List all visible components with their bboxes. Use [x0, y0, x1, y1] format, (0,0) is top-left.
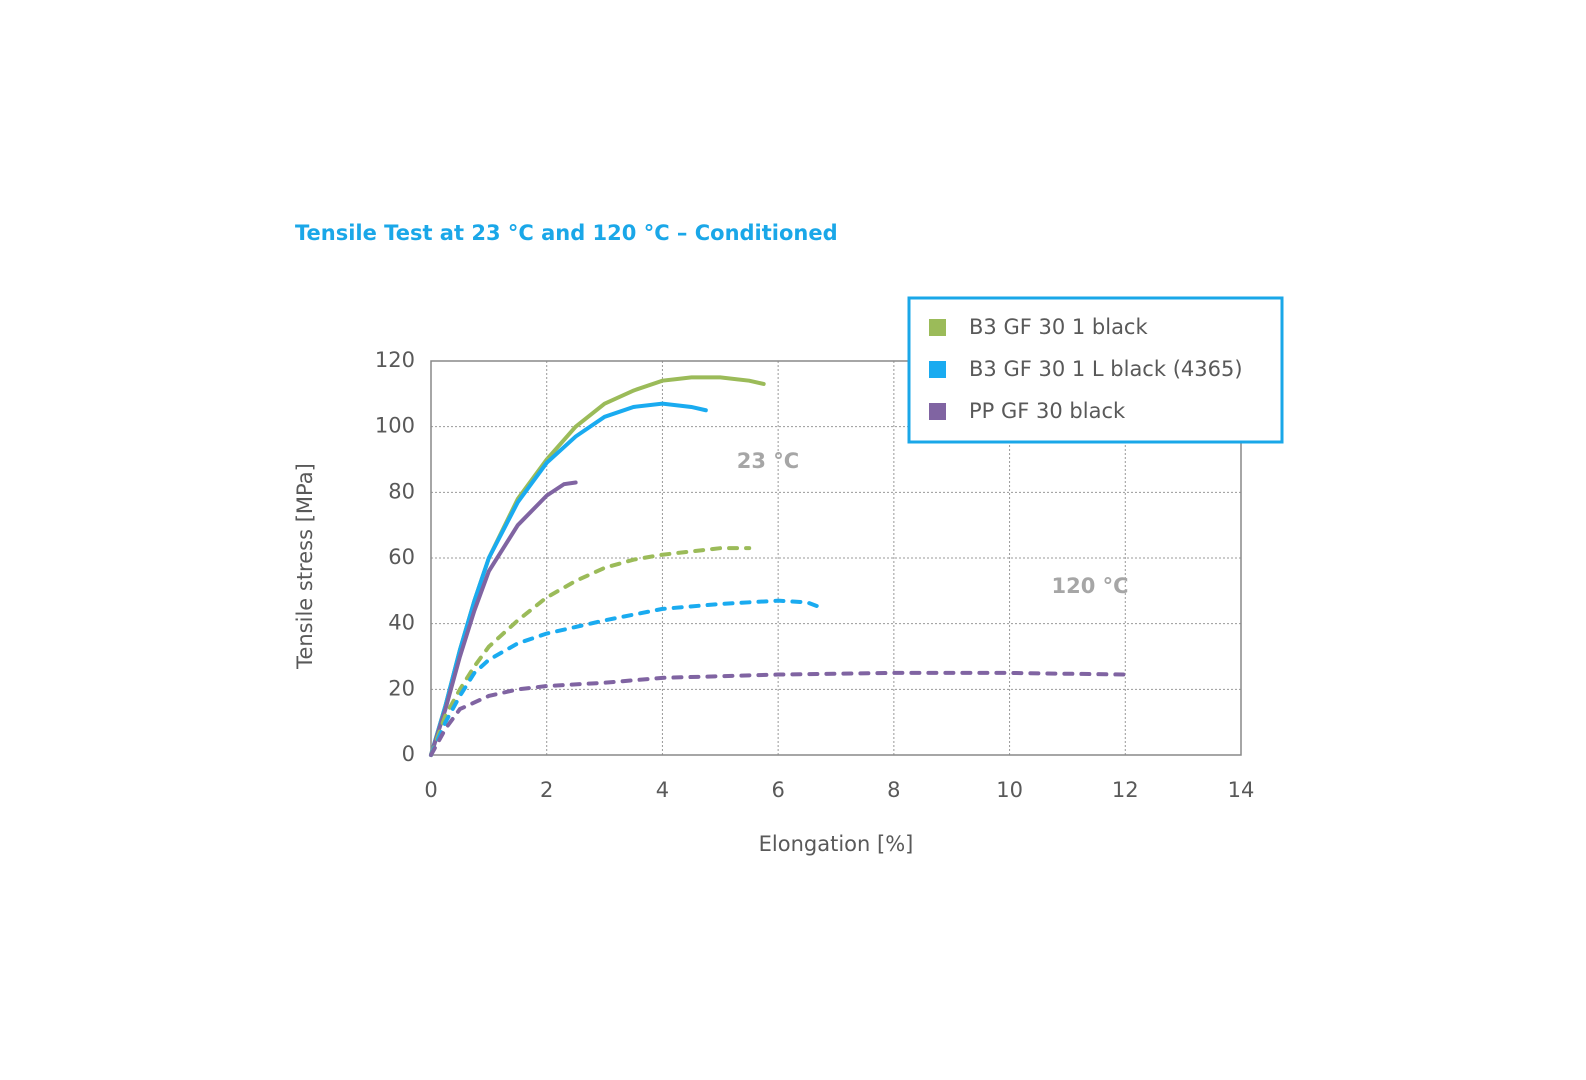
- x-tick-label: 12: [1112, 778, 1139, 802]
- y-tick-label: 60: [388, 545, 415, 569]
- data-line: [429, 375, 766, 757]
- y-tick-label: 0: [402, 742, 415, 766]
- x-tick-label: 2: [540, 778, 553, 802]
- x-axis-label: Elongation [%]: [759, 832, 914, 856]
- legend-swatch: [929, 403, 946, 420]
- x-tick-label: 0: [424, 778, 437, 802]
- data-line: [429, 480, 578, 757]
- legend-label: B3 GF 30 1 black: [969, 315, 1148, 339]
- y-tick-label: 80: [388, 479, 415, 503]
- x-tick-label: 14: [1228, 778, 1255, 802]
- chart-title: Tensile Test at 23 °C and 120 °C – Condi…: [295, 221, 838, 245]
- x-tick-label: 8: [887, 778, 900, 802]
- annotation: 23 °C: [737, 449, 799, 473]
- y-tick-label: 20: [388, 676, 415, 700]
- legend-box: [907, 296, 1284, 444]
- x-tick-label: 10: [996, 778, 1023, 802]
- data-line: [429, 546, 752, 757]
- y-tick-label: 120: [375, 348, 415, 372]
- y-tick-label: 100: [375, 414, 415, 438]
- data-line: [429, 598, 827, 757]
- legend-label: B3 GF 30 1 L black (4365): [969, 357, 1243, 381]
- legend-swatch: [929, 361, 946, 378]
- legend-label: PP GF 30 black: [969, 399, 1126, 423]
- annotation: 120 °C: [1051, 574, 1128, 598]
- plot-frame: [430, 360, 1242, 756]
- x-tick-label: 4: [656, 778, 669, 802]
- y-tick-label: 40: [388, 611, 415, 635]
- legend-swatch: [929, 319, 946, 336]
- data-line: [429, 670, 1128, 757]
- x-tick-label: 6: [771, 778, 784, 802]
- y-axis-label: Tensile stress [MPa]: [293, 463, 317, 670]
